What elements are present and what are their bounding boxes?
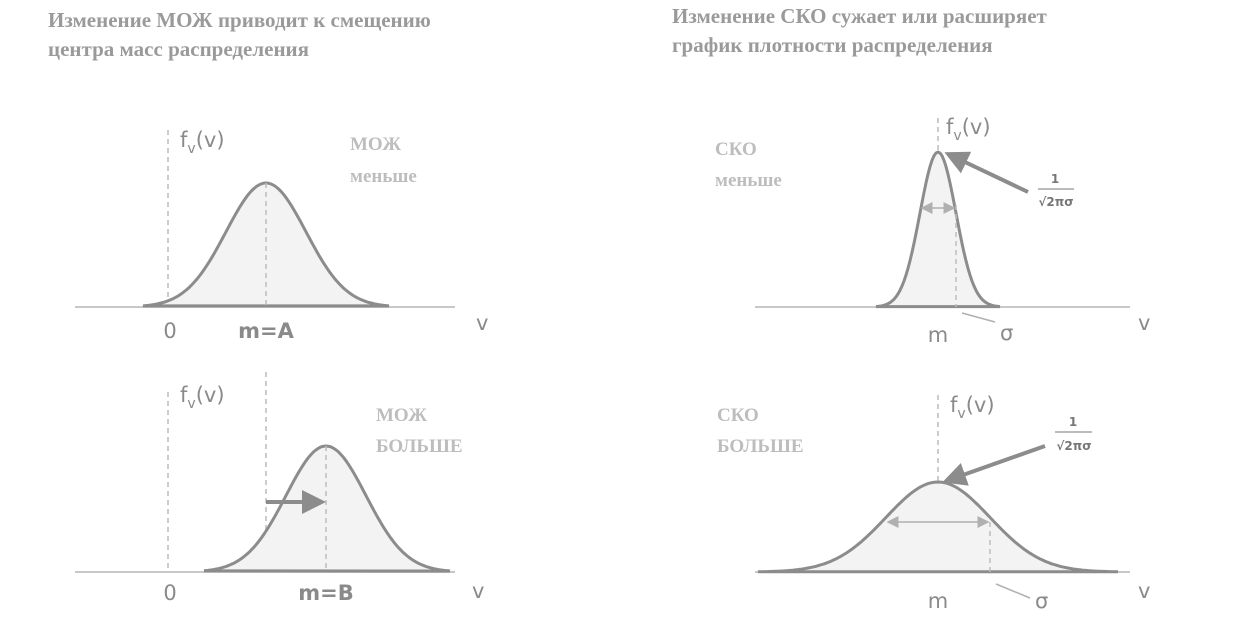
fraction-num: 1 <box>1069 415 1077 429</box>
axis-label: v <box>1138 311 1150 335</box>
panel-tag: СКО <box>715 139 757 160</box>
panel: 1 √2πσ fv(v) m σ v СКО меньше <box>715 115 1150 347</box>
panel: 1 √2πσ fv(v) m σ v СКО БОЛЬШЕ <box>717 393 1150 613</box>
panel-tag: МОЖ <box>376 405 427 426</box>
axis-label: v <box>472 579 484 603</box>
panel-tag: меньше <box>350 166 417 187</box>
mean-label: m <box>928 323 948 347</box>
density-curve <box>875 150 1001 309</box>
panel-tag: СКО <box>717 405 759 426</box>
density-label: fv(v) <box>950 393 995 422</box>
sigma-pointer <box>961 312 996 323</box>
axis-label: v <box>476 311 488 335</box>
density-curve <box>757 480 1119 574</box>
panel-tag: МОЖ <box>350 134 401 155</box>
density-curve <box>142 181 390 308</box>
heading-line: Изменение МОЖ приводит к смещению <box>48 8 431 32</box>
fraction-den: √2πσ <box>1056 439 1091 453</box>
panel: fv(v) 0 m=B v МОЖ БОЛЬШЕ <box>75 372 484 605</box>
panel: fv(v) 0 m=A v МОЖ меньше <box>75 128 488 343</box>
sigma-pointer <box>995 583 1031 599</box>
axis-label: v <box>1138 579 1150 603</box>
fraction-num: 1 <box>1051 172 1059 186</box>
panel-tag: БОЛЬШЕ <box>376 436 463 457</box>
origin-label: 0 <box>163 319 176 343</box>
heading-line: график плотности распределения <box>672 33 993 57</box>
peak-arrow <box>942 444 1046 486</box>
sigma-label: σ <box>1035 589 1048 613</box>
density-label: fv(v) <box>180 383 225 412</box>
mean-label: m <box>928 589 948 613</box>
mean-label: m=B <box>298 581 353 605</box>
origin-label: 0 <box>163 581 176 605</box>
heading-line: центра масс распределения <box>48 37 309 61</box>
peak-arrow <box>944 151 1029 194</box>
fraction-den: √2πσ <box>1038 195 1073 209</box>
heading-line: Изменение СКО сужает или расширяет <box>672 4 1048 28</box>
density-label: fv(v) <box>946 115 991 144</box>
mean-label: m=A <box>238 319 294 343</box>
panel-tag: меньше <box>715 170 782 191</box>
sigma-label: σ <box>1000 321 1013 345</box>
panel-tag: БОЛЬШЕ <box>717 436 804 457</box>
density-label: fv(v) <box>180 128 225 157</box>
density-curve <box>203 444 451 573</box>
